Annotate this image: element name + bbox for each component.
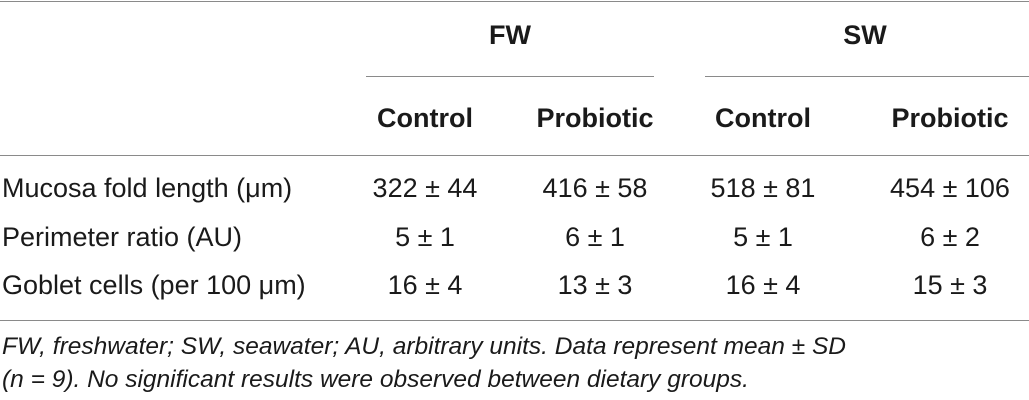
table-top-rule <box>0 1 1029 2</box>
cell-goblet-sw-control: 16 ± 4 <box>725 270 801 300</box>
cell-perimeter-fw-control: 5 ± 1 <box>395 222 455 252</box>
cell-mucosa-fw-control: 322 ± 44 <box>372 173 478 203</box>
cell-mucosa-sw-probiotic: 454 ± 106 <box>890 173 1010 203</box>
cell-mucosa-fw-probiotic: 416 ± 58 <box>542 173 648 203</box>
row-label-goblet: Goblet cells (per 100 μm) <box>2 270 306 300</box>
cell-perimeter-sw-probiotic: 6 ± 2 <box>920 222 980 252</box>
row-label-perimeter: Perimeter ratio (AU) <box>2 222 243 252</box>
row-label-mucosa: Mucosa fold length (μm) <box>2 173 293 203</box>
cell-perimeter-fw-probiotic: 6 ± 1 <box>565 222 625 252</box>
cell-perimeter-sw-control: 5 ± 1 <box>733 222 793 252</box>
footnote-line-1: FW, freshwater; SW, seawater; AU, arbitr… <box>2 333 846 360</box>
subheader-fw-control: Control <box>377 103 473 133</box>
group-header-sw: SW <box>843 20 887 50</box>
cell-goblet-fw-probiotic: 13 ± 3 <box>557 270 633 300</box>
group-underline-fw <box>366 76 654 77</box>
subheader-fw-probiotic: Probiotic <box>536 103 654 133</box>
group-underline-sw <box>705 76 1029 77</box>
cell-goblet-fw-control: 16 ± 4 <box>387 270 463 300</box>
subheader-sw-probiotic: Probiotic <box>891 103 1009 133</box>
subheader-sw-control: Control <box>715 103 811 133</box>
table-bottom-rule <box>0 320 1029 321</box>
header-bottom-rule <box>0 155 1029 156</box>
cell-mucosa-sw-control: 518 ± 81 <box>710 173 816 203</box>
footnote-line-2: (n = 9). No significant results were obs… <box>2 366 749 393</box>
group-header-fw: FW <box>489 20 531 50</box>
cell-goblet-sw-probiotic: 15 ± 3 <box>912 270 988 300</box>
